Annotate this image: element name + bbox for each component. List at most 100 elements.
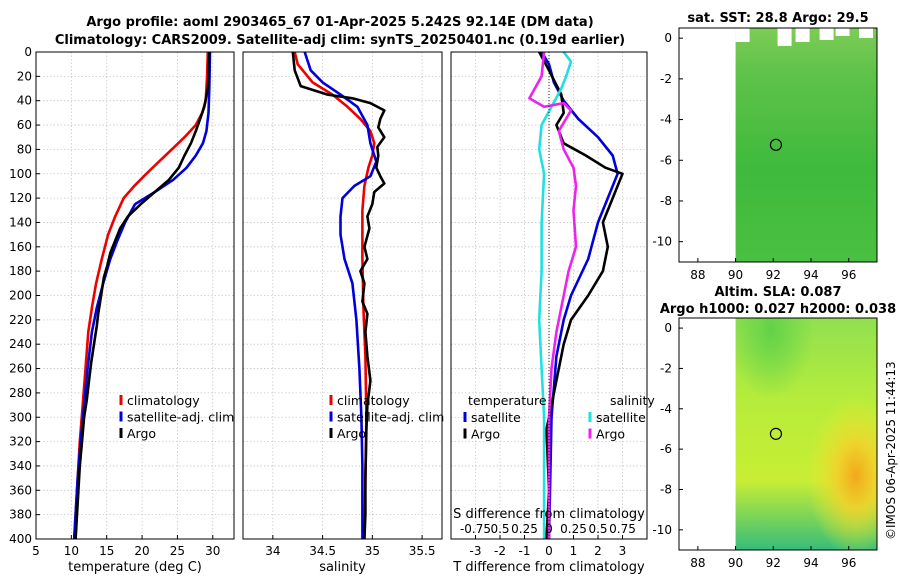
x-tick-label: 90	[728, 556, 743, 570]
sst-map-title: sat. SST: 28.8 Argo: 29.5	[687, 11, 868, 26]
x-axis-label: salinity	[319, 560, 366, 575]
series-line-salinity-argo	[528, 51, 578, 539]
y-tick-label: -2	[660, 361, 672, 375]
map-frame	[678, 317, 878, 551]
y-tick-label: 300	[9, 410, 32, 424]
y-tick-label: -6	[660, 153, 672, 167]
top-tick-label: -0.75	[460, 522, 491, 536]
map-missing-data	[859, 28, 873, 38]
map-data-field	[735, 28, 877, 262]
map-missing-data	[819, 28, 834, 40]
x-tick-label: 94	[803, 556, 818, 570]
y-tick-label: 200	[9, 289, 32, 303]
x-tick-label: 0	[545, 544, 553, 558]
x-tick-label: 3	[619, 544, 627, 558]
x-axis-label: temperature (deg C)	[68, 560, 202, 575]
x-tick-label: 35	[365, 544, 380, 558]
legend-label: satellite-adj. clim	[337, 410, 444, 425]
x-tick-label: 5	[32, 544, 40, 558]
x-tick-label: 35.5	[409, 544, 436, 558]
legend-label: climatology	[127, 393, 200, 408]
x-tick-label: 15	[99, 544, 114, 558]
x-tick-label: 92	[766, 556, 781, 570]
y-tick-label: 140	[9, 215, 32, 229]
legend-title-temperature: temperature	[468, 393, 547, 408]
legend-label: satellite	[471, 410, 521, 425]
x-tick-label: -2	[494, 544, 506, 558]
x-tick-label: -3	[470, 544, 482, 558]
map-missing-data	[777, 28, 792, 46]
y-tick-label: 360	[9, 483, 32, 497]
y-tick-label: 220	[9, 313, 32, 327]
x-axis-label: T difference from climatology	[452, 560, 645, 575]
plot-frame	[35, 51, 235, 540]
y-tick-label: -2	[660, 72, 672, 86]
x-tick-label: 34	[265, 544, 280, 558]
y-tick-label: -4	[660, 113, 672, 127]
x-tick-label: 2	[594, 544, 602, 558]
y-tick-label: 340	[9, 459, 32, 473]
figure-title-line2: Climatology: CARS2009. Satellite-adj cli…	[55, 33, 625, 48]
top-tick-label: 0.5	[490, 522, 509, 536]
legend-label: climatology	[337, 393, 410, 408]
series-line-climatology	[293, 51, 376, 540]
top-tick-label: 0.25	[560, 522, 587, 536]
x-tick-label: 96	[841, 556, 856, 570]
x-tick-label: 88	[690, 556, 705, 570]
map-missing-data	[795, 28, 810, 42]
y-tick-label: 260	[9, 362, 32, 376]
series-line-temperature-argo	[538, 51, 624, 540]
y-tick-label: 0	[664, 321, 672, 335]
x-tick-label: 96	[841, 268, 856, 282]
x-tick-label: 30	[205, 544, 220, 558]
x-tick-label: 34.5	[309, 544, 336, 558]
argo-position-marker	[769, 427, 783, 440]
y-tick-label: -10	[652, 523, 672, 537]
y-tick-label: 40	[17, 94, 32, 108]
y-tick-label: 60	[17, 118, 32, 132]
legend-label: Argo	[471, 427, 500, 442]
x-tick-label: 20	[134, 544, 149, 558]
legend-label: Argo	[337, 426, 366, 441]
top-tick-label: 0.75	[609, 522, 636, 536]
y-tick-label: 380	[9, 508, 32, 522]
map-missing-data	[735, 28, 750, 42]
legend-label: satellite	[596, 410, 646, 425]
y-tick-label: 80	[17, 142, 32, 156]
top-axis-label: S difference from climatology	[453, 507, 645, 522]
x-tick-label: -1	[519, 544, 531, 558]
argo-position-marker	[769, 138, 783, 151]
legend-title-salinity: salinity	[610, 393, 655, 408]
y-tick-label: 20	[17, 69, 32, 83]
temperature-panel: 5 10 15 20 25 3002040608010012014016018020022…	[9, 45, 235, 575]
series-line-argo	[74, 51, 211, 540]
y-tick-label: -10	[652, 235, 672, 249]
y-tick-label: -8	[660, 482, 672, 496]
y-tick-label: 400	[9, 532, 32, 546]
salinity-panel: 34 34.5 35 35.5 salinity climatology satellite…	[242, 51, 444, 575]
y-tick-label: 320	[9, 435, 32, 449]
x-tick-label: 25	[170, 544, 185, 558]
y-tick-label: -8	[660, 194, 672, 208]
copyright-credit: ©IMOS 06-Apr-2025 11:44:13	[884, 361, 898, 540]
sla-map-title-line1: Altim. SLA: 0.087	[715, 285, 842, 300]
map-missing-data	[835, 28, 850, 36]
difference-panel: -3 -2 -1 0 1 2 3 T difference from climatology t…	[450, 51, 655, 575]
sla-map-panel: Altim. SLA: 0.087 Argo h1000: 0.027 h2000…	[652, 285, 896, 570]
x-tick-label: 88	[690, 268, 705, 282]
series-line-argo	[291, 51, 386, 540]
x-tick-label: 92	[766, 268, 781, 282]
map-overlay-warm	[735, 318, 877, 550]
y-tick-label: -6	[660, 442, 672, 456]
top-tick-label: 0	[545, 522, 553, 536]
x-tick-label: 94	[803, 268, 818, 282]
y-tick-label: 0	[664, 31, 672, 45]
legend-label: satellite-adj. clim	[127, 410, 234, 425]
y-tick-label: 0	[24, 45, 32, 59]
y-tick-label: 240	[9, 337, 32, 351]
top-tick-label: 0.25	[511, 522, 538, 536]
x-tick-label: 10	[64, 544, 79, 558]
x-tick-label: 90	[728, 268, 743, 282]
